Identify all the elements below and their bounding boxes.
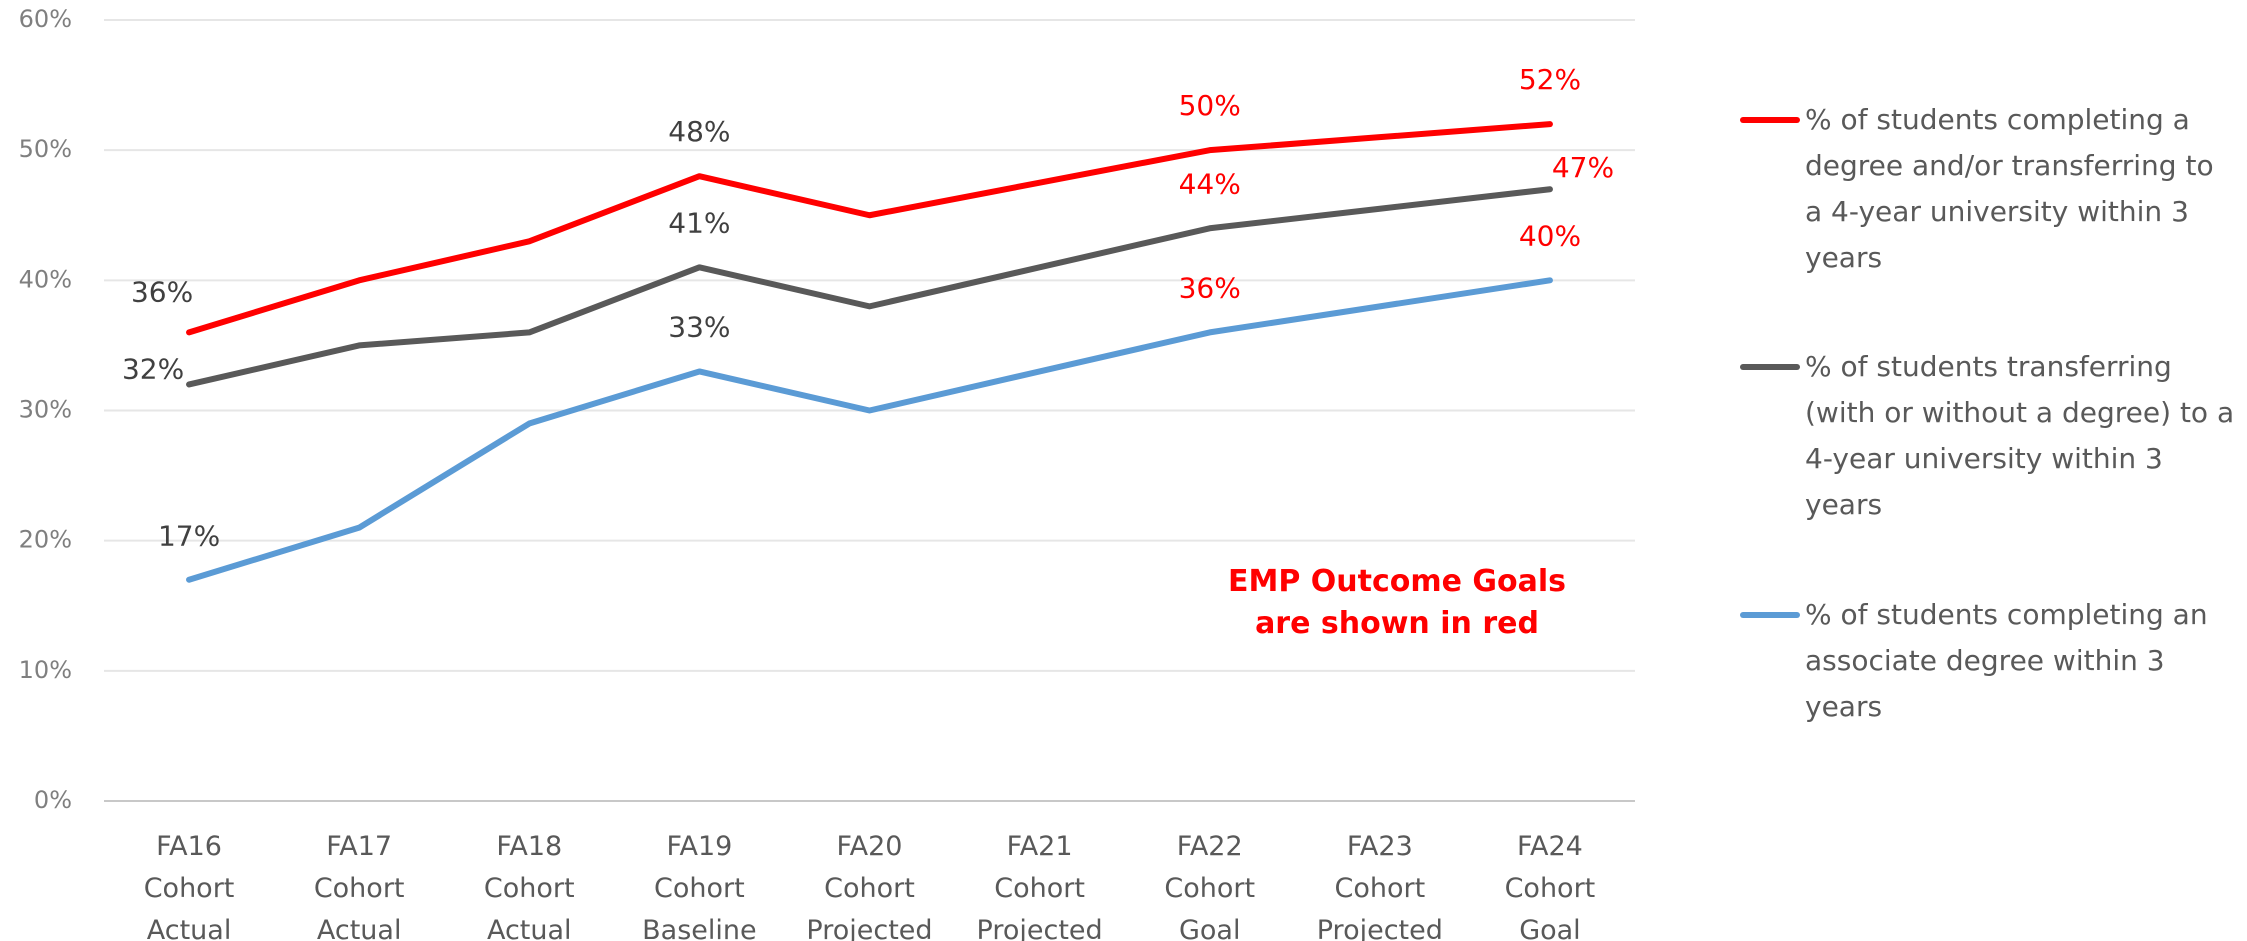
- data-label: 50%: [1179, 89, 1241, 122]
- x-tick-label: FA18 Cohort Actual: [484, 831, 575, 941]
- x-tick-label: FA16 Cohort Actual: [144, 831, 235, 941]
- x-tick-label: FA17 Cohort Actual: [314, 831, 405, 941]
- legend-label: % of students transferring (with or with…: [1805, 350, 2235, 521]
- data-label: 17%: [158, 520, 220, 553]
- x-tick-label: FA22 Cohort Goal: [1164, 831, 1255, 941]
- legend-swatch: [1740, 612, 1800, 618]
- line-series: [186, 121, 1553, 336]
- y-tick-label: 20%: [19, 526, 72, 554]
- x-tick-label: FA21 Cohort Projected: [977, 831, 1103, 941]
- y-tick-label: 0%: [34, 786, 72, 814]
- data-label: 47%: [1552, 151, 1614, 184]
- legend-item: % of students completing an associate de…: [1740, 592, 2240, 730]
- data-label: 40%: [1519, 219, 1581, 252]
- x-tick-label: FA19 Cohort Baseline: [642, 831, 756, 941]
- data-label: 41%: [668, 206, 730, 239]
- x-tick-label: FA23 Cohort Projected: [1317, 831, 1443, 941]
- data-label: 36%: [131, 275, 193, 308]
- y-tick-label: 40%: [19, 265, 72, 293]
- data-label: 48%: [668, 115, 730, 148]
- legend-swatch: [1740, 364, 1800, 370]
- legend-label: % of students completing an associate de…: [1805, 598, 2208, 723]
- data-label: 36%: [1179, 271, 1241, 304]
- legend-label: % of students completing a degree and/or…: [1805, 103, 2214, 274]
- line-series: [186, 277, 1553, 583]
- legend-swatch: [1740, 117, 1800, 123]
- annotation: EMP Outcome Goals are shown in red: [1228, 564, 1566, 641]
- data-label: 52%: [1519, 63, 1581, 96]
- y-tick-label: 10%: [19, 656, 72, 684]
- y-tick-label: 30%: [19, 396, 72, 424]
- y-tick-label: 60%: [19, 5, 72, 33]
- data-label: 33%: [668, 310, 730, 343]
- legend-item: % of students transferring (with or with…: [1740, 344, 2240, 528]
- data-label: 32%: [122, 352, 184, 385]
- x-tick-label: FA24 Cohort Goal: [1505, 831, 1596, 941]
- legend-item: % of students completing a degree and/or…: [1740, 97, 2240, 281]
- line-series: [186, 186, 1553, 388]
- x-tick-label: FA20 Cohort Projected: [806, 831, 932, 941]
- y-tick-label: 50%: [19, 135, 72, 163]
- data-label: 44%: [1179, 167, 1241, 200]
